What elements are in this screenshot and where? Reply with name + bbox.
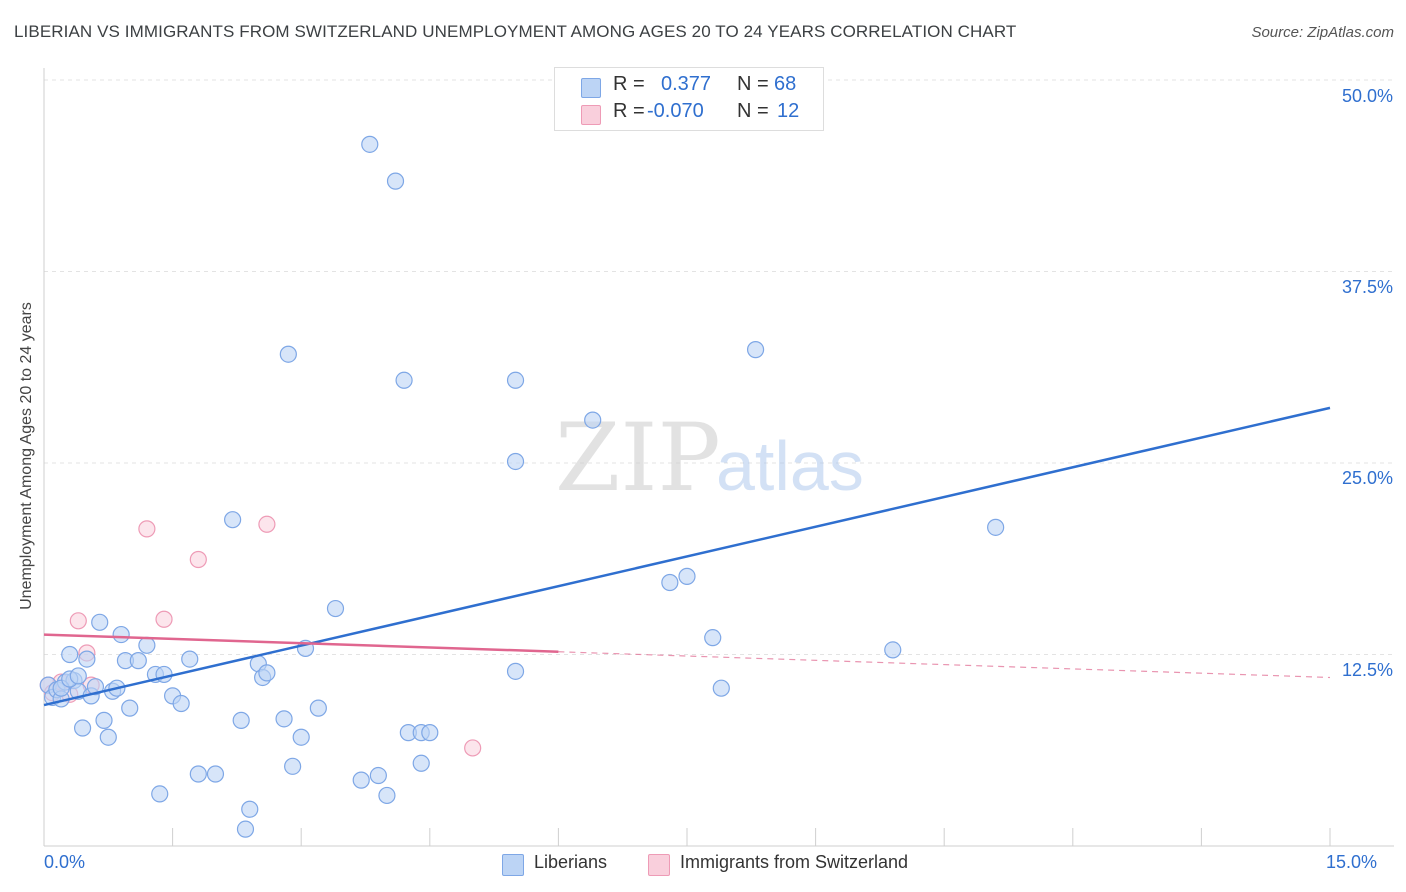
liberian-point [121,699,139,717]
liberian-point [99,728,117,746]
liberian-point [704,629,722,647]
r-label: R = [613,73,645,95]
liberian-point [86,678,105,696]
y-tick-label: 37.5% [1341,277,1393,297]
swiss-point [189,550,207,569]
liberian-point [352,771,370,789]
liberian-point [91,613,109,631]
liberian-point [73,719,92,737]
liberian-point [172,694,190,713]
gridlines [44,79,1394,655]
liberian-point [138,636,156,654]
liberian-point [712,679,730,697]
liberian-point [112,625,130,644]
trend-lines [43,406,1331,707]
axes [43,68,1394,847]
stats-legend: R = 0.377 N = 68 R = -0.070 N = 12 [554,67,824,131]
legend-liberians-swatch [502,854,524,876]
x-tick-label-max: 15.0% [1326,852,1378,872]
liberian-point [129,652,147,670]
liberian-point [506,662,525,680]
watermark-zip: ZIP [555,404,721,513]
liberian-point [279,345,297,363]
watermark-atlas: atlas [716,427,864,505]
liberian-point [155,665,173,684]
liberian-point [421,724,439,742]
liberian-point [395,371,413,389]
liberian-point [181,650,199,668]
liberian-point [95,711,113,729]
liberians-swatch [581,78,601,98]
n-label: N = [737,73,769,95]
liberian-point [151,785,169,803]
liberians-trend-line [43,406,1331,707]
liberian-point [361,135,379,153]
chart-title: LIBERIAN VS IMMIGRANTS FROM SWITZERLAND … [14,22,1017,41]
liberian-point [584,411,602,429]
swiss-trend-line-solid [43,633,559,653]
liberian-point [506,452,525,471]
liberian-point [232,711,250,729]
x-tick-label-min: 0.0% [44,852,86,872]
swiss-point [464,739,482,757]
liberian-point [378,786,396,805]
swiss-point [258,515,276,533]
swiss-point [155,610,173,628]
y-tick-label: 12.5% [1341,660,1393,680]
n-label: N = [737,100,769,122]
liberian-point [258,664,276,682]
swiss-n-value: 12 [777,100,800,122]
liberian-point [69,667,87,685]
liberian-point [309,699,327,717]
swiss-point [69,612,87,630]
liberian-point [206,765,225,783]
source-label: Source: ZipAtlas.com [1251,24,1394,41]
liberian-point [189,765,207,783]
liberian-point [661,573,679,592]
y-tick-label: 25.0% [1341,468,1393,488]
stats-row-liberians: R = 0.377 N = 68 [555,73,823,101]
liberian-point [61,645,79,664]
liberians-n-value: 68 [774,73,797,95]
r-label: R = [613,100,645,122]
liberian-point [369,766,387,785]
liberian-point [386,172,405,190]
liberian-point [746,341,765,359]
liberian-point [78,650,96,668]
swiss-trend-line-dashed [558,651,1331,679]
liberian-point [224,511,242,529]
liberian-point [884,641,902,659]
legend-liberians-label: Liberians [534,852,608,872]
liberians-r-value: 0.377 [661,73,712,95]
liberian-point [678,567,696,585]
liberian-point [292,728,310,746]
liberian-point [412,754,430,772]
swiss-swatch [581,105,601,125]
swiss-point [138,520,156,538]
liberian-point [236,820,255,838]
liberian-point [241,800,259,818]
legend-swiss-swatch [648,854,670,876]
legend-swiss-label: Immigrants from Switzerland [680,852,909,872]
swiss-r-value: -0.070 [647,100,704,122]
liberian-point [506,371,525,389]
liberian-point [326,599,345,618]
y-tick-label: 50.0% [1341,86,1393,106]
liberian-point [987,518,1005,536]
liberian-point [275,710,293,728]
stats-row-swiss: R = -0.070 N = 12 [555,100,823,128]
liberian-point [284,757,302,775]
